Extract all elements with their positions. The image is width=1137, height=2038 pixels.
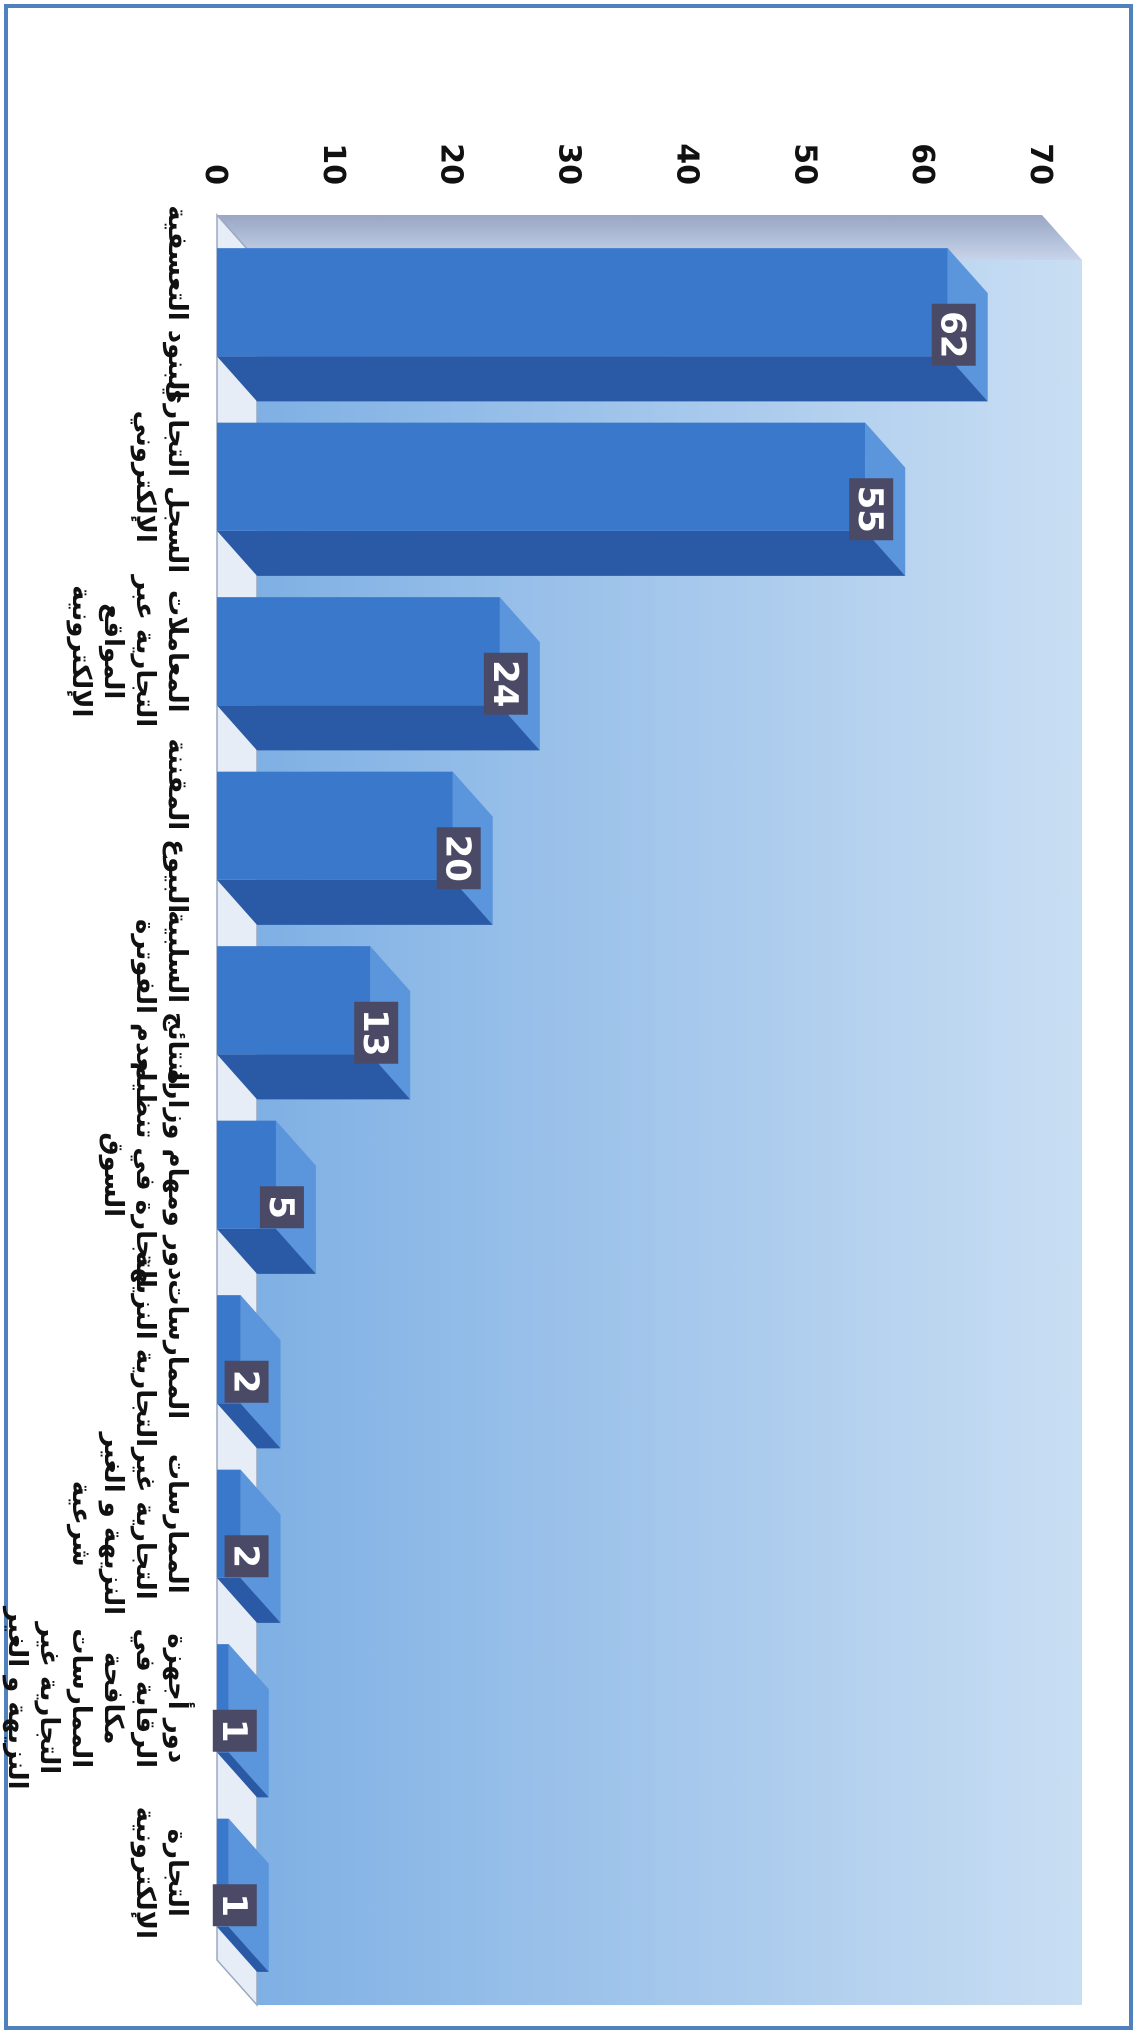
category-label: السجل التجاري: [162, 380, 192, 573]
data-label: 24: [485, 660, 525, 707]
data-label-box: [354, 1001, 399, 1064]
category-label: النزيهة و الغير: [2, 1605, 32, 1790]
y-tick-label: 10: [316, 143, 351, 185]
data-label: 20: [438, 835, 478, 882]
bar-side-face: [217, 1926, 269, 1972]
category-label: البنود التعسفية: [162, 205, 192, 399]
category-label: التجارية غير: [34, 1620, 64, 1774]
bar: [216, 597, 540, 751]
data-label: 55: [850, 486, 890, 533]
data-label-box: [931, 303, 976, 366]
y-tick-label: 70: [1023, 143, 1058, 185]
bar-front-face: [217, 771, 453, 880]
category-label: شرعية: [66, 1481, 96, 1567]
category-label: المواقع: [98, 603, 128, 699]
data-label: 1: [214, 1719, 254, 1743]
category-label: مكافحة: [98, 1652, 128, 1745]
bar-front-face: [217, 422, 866, 531]
category-label: النزيهة و الغير: [98, 1430, 128, 1615]
bar-side-face: [217, 1577, 281, 1623]
bar-front-face: [216, 597, 500, 706]
category-label: الرقابة في: [130, 1628, 160, 1768]
category-label: التجارة: [162, 1829, 192, 1917]
y-tick-label: 30: [552, 143, 587, 185]
data-label: 2: [226, 1370, 266, 1394]
category-label: دور أجهزة: [162, 1633, 195, 1763]
category-label: التجارية عبر: [130, 573, 160, 727]
data-label: 62: [933, 311, 973, 358]
bar: [216, 248, 988, 402]
data-label-box: [483, 652, 528, 715]
bar-side-face: [217, 1228, 316, 1274]
category-label: المعاملات: [162, 590, 192, 713]
category-label: الممارسات: [66, 1628, 96, 1768]
bar-front-face: [217, 946, 371, 1055]
bar-side-face: [217, 356, 988, 402]
category-label: الممارسات: [162, 1454, 192, 1594]
category-label: السوق: [98, 1132, 128, 1217]
data-label: 5: [261, 1195, 301, 1219]
bar-side-face: [217, 1054, 411, 1100]
category-label: الإلكترونية: [66, 585, 96, 717]
y-tick-label: 50: [787, 143, 822, 185]
data-label-box: [212, 1709, 257, 1752]
data-label-box: [436, 827, 481, 890]
data-label-box: [224, 1535, 269, 1578]
category-label: الإلكترونية: [130, 1807, 160, 1939]
category-label: البيوع المقننة: [162, 738, 192, 913]
chart-frame-border: [4, 4, 1133, 2030]
bar-side-face: [217, 1403, 281, 1449]
category-label: الإلكتروني: [130, 411, 160, 543]
data-label: 1: [214, 1893, 254, 1917]
data-label: 13: [355, 1009, 395, 1056]
category-label: الممارسات: [162, 1279, 192, 1419]
category-label: التجارة في تنظيم: [130, 1062, 160, 1288]
y-tick-label: 0: [198, 164, 233, 185]
data-label-box: [259, 1186, 304, 1229]
category-label: لعدم الفوترة: [130, 919, 160, 1082]
data-label-box: [224, 1360, 269, 1403]
category-label: النتائج السلبية: [162, 910, 192, 1090]
data-label-box: [212, 1884, 257, 1927]
category-label: التجارية غير: [130, 1446, 160, 1600]
y-tick-label: 60: [905, 143, 940, 185]
category-label: دور ومهام وزارة: [162, 1069, 192, 1280]
bar-front-face: [216, 248, 948, 357]
bar: [217, 422, 906, 576]
bar-side-face: [217, 530, 906, 576]
bar-side-face: [217, 705, 540, 751]
y-tick-label: 40: [669, 143, 704, 185]
data-label-box: [849, 478, 894, 541]
bar-side-face: [217, 1752, 269, 1798]
y-tick-label: 20: [434, 143, 469, 185]
data-label: 2: [226, 1544, 266, 1568]
category-label: التجارية النزيهة: [130, 1252, 160, 1448]
bar-side-face: [217, 879, 493, 925]
